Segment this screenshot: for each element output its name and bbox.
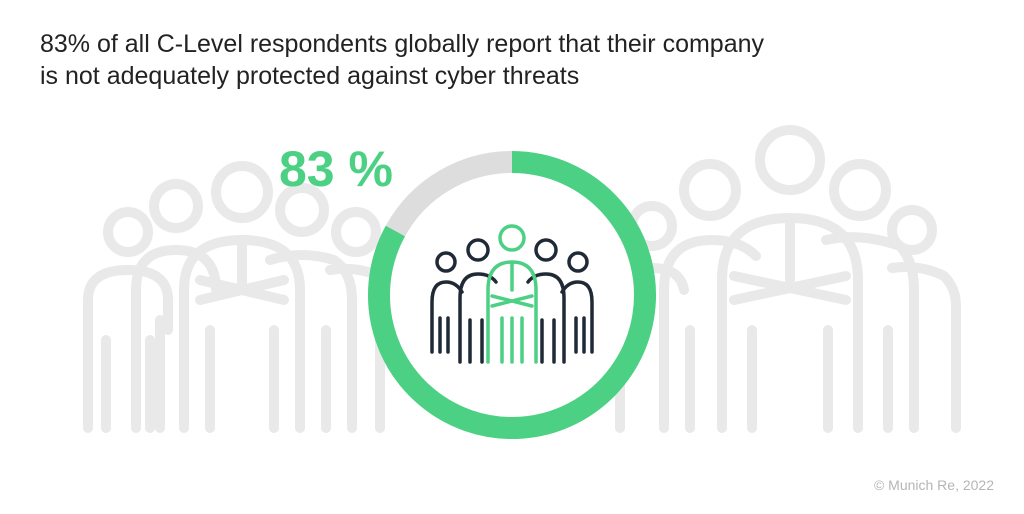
donut-backdrop	[369, 152, 655, 438]
background-person-right-3	[717, 125, 863, 433]
donut-slice-remainder	[385, 151, 513, 237]
background-person-left-2	[131, 179, 221, 433]
background-person-left-1	[83, 207, 173, 433]
background-person-right-5	[887, 205, 961, 433]
executive-outer-right-icon	[560, 251, 594, 354]
chart-title-line-2: is not adequately protected against cybe…	[40, 62, 580, 90]
executive-group-icon	[430, 224, 594, 364]
copyright-credit: © Munich Re, 2022	[873, 477, 994, 493]
donut-slice-value	[368, 151, 656, 439]
executive-leader-icon	[486, 224, 538, 364]
chart-title-line-1: 83% of all C-Level respondents globally …	[40, 30, 765, 58]
background-person-right-2	[659, 159, 761, 433]
background-person-left-3	[179, 161, 305, 433]
percentage-label: 83 %	[279, 141, 393, 197]
executive-inner-left-icon	[458, 238, 498, 364]
background-person-left-4	[265, 183, 357, 433]
donut-slices	[368, 151, 656, 439]
chart-title: 83% of all C-Level respondents globally …	[40, 28, 940, 92]
executive-outer-left-icon	[430, 251, 464, 354]
